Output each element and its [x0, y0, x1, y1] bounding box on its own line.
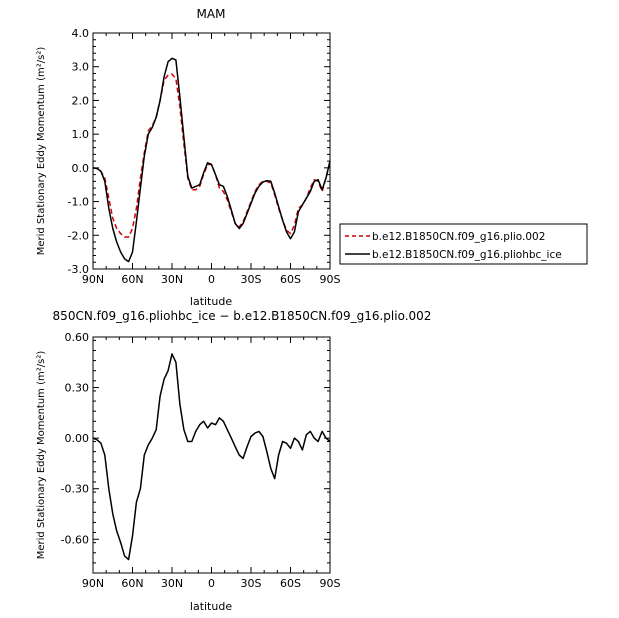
panel-top: MAM 90N 60N 30N 0 30S 60S 90S -3.0 -2.0 -1.0 0.0 1… [36, 7, 588, 308]
y-tick-label: 0.30 [65, 382, 90, 395]
y-tick-label: 3.0 [72, 61, 90, 74]
x-tick-label: 90S [320, 577, 341, 590]
plot-frame [92, 32, 331, 270]
x-axis-label: latitude [190, 295, 232, 308]
y-axis-label: Merid Stationary Eddy Momentum (m²/s²) [36, 47, 47, 256]
y-tick-label: 0.0 [72, 162, 90, 175]
legend-box [339, 223, 588, 265]
x-tick-label: 60N [121, 577, 143, 590]
x-tick-label: 60N [121, 273, 143, 286]
y-tick-label: -0.30 [61, 483, 89, 496]
y-axis-label: Merid Stationary Eddy Momentum (m²/s²) [36, 351, 47, 560]
legend: b.e12.B1850CN.f09_g16.plio.002 b.e12.B18… [339, 223, 588, 265]
x-tick-label: 30S [241, 577, 262, 590]
y-tick-label: 0.60 [65, 331, 90, 344]
chart-title: 850CN.f09_g16.pliohbc_ice − b.e12.B1850C… [53, 309, 432, 323]
x-tick-label: 0 [208, 577, 215, 590]
x-tick-label: 0 [208, 273, 215, 286]
y-tick-label: -3.0 [68, 263, 89, 276]
x-tick-label: 30S [241, 273, 262, 286]
y-tick-label: 1.0 [72, 128, 90, 141]
y-tick-label: -1.0 [68, 196, 89, 209]
difference-line [92, 353, 331, 561]
series-lines [92, 353, 331, 561]
panel-bottom: 850CN.f09_g16.pliohbc_ice − b.e12.B1850C… [36, 309, 431, 613]
x-tick-label: 30N [161, 273, 183, 286]
series-line-1 [92, 57, 331, 263]
x-axis: 90N 60N 30N 0 30S 60S 90S [82, 337, 341, 590]
y-tick-label: 2.0 [72, 94, 90, 107]
y-tick-label: -2.0 [68, 229, 89, 242]
series-lines [92, 57, 331, 263]
x-tick-label: 90S [320, 273, 341, 286]
x-tick-label: 60S [280, 273, 301, 286]
y-axis: -3.0 -2.0 -1.0 0.0 1.0 2.0 3.0 4.0 [68, 27, 330, 276]
y-tick-label: 4.0 [72, 27, 90, 40]
y-tick-label: 0.00 [65, 432, 90, 445]
plot-frame [92, 336, 331, 574]
series-line-0 [92, 73, 331, 238]
x-tick-label: 90N [82, 577, 104, 590]
y-axis: -0.60 -0.30 0.00 0.30 0.60 [61, 331, 330, 574]
legend-label-plio: b.e12.B1850CN.f09_g16.plio.002 [372, 231, 545, 243]
x-tick-label: 60S [280, 577, 301, 590]
chart-title: MAM [197, 7, 226, 21]
legend-label-pliohbc-ice: b.e12.B1850CN.f09_g16.pliohbc_ice [372, 249, 562, 261]
y-tick-label: -0.60 [61, 533, 89, 546]
x-axis-label: latitude [190, 600, 232, 613]
x-tick-label: 90N [82, 273, 104, 286]
x-tick-label: 30N [161, 577, 183, 590]
x-axis: 90N 60N 30N 0 30S 60S 90S [82, 33, 341, 286]
